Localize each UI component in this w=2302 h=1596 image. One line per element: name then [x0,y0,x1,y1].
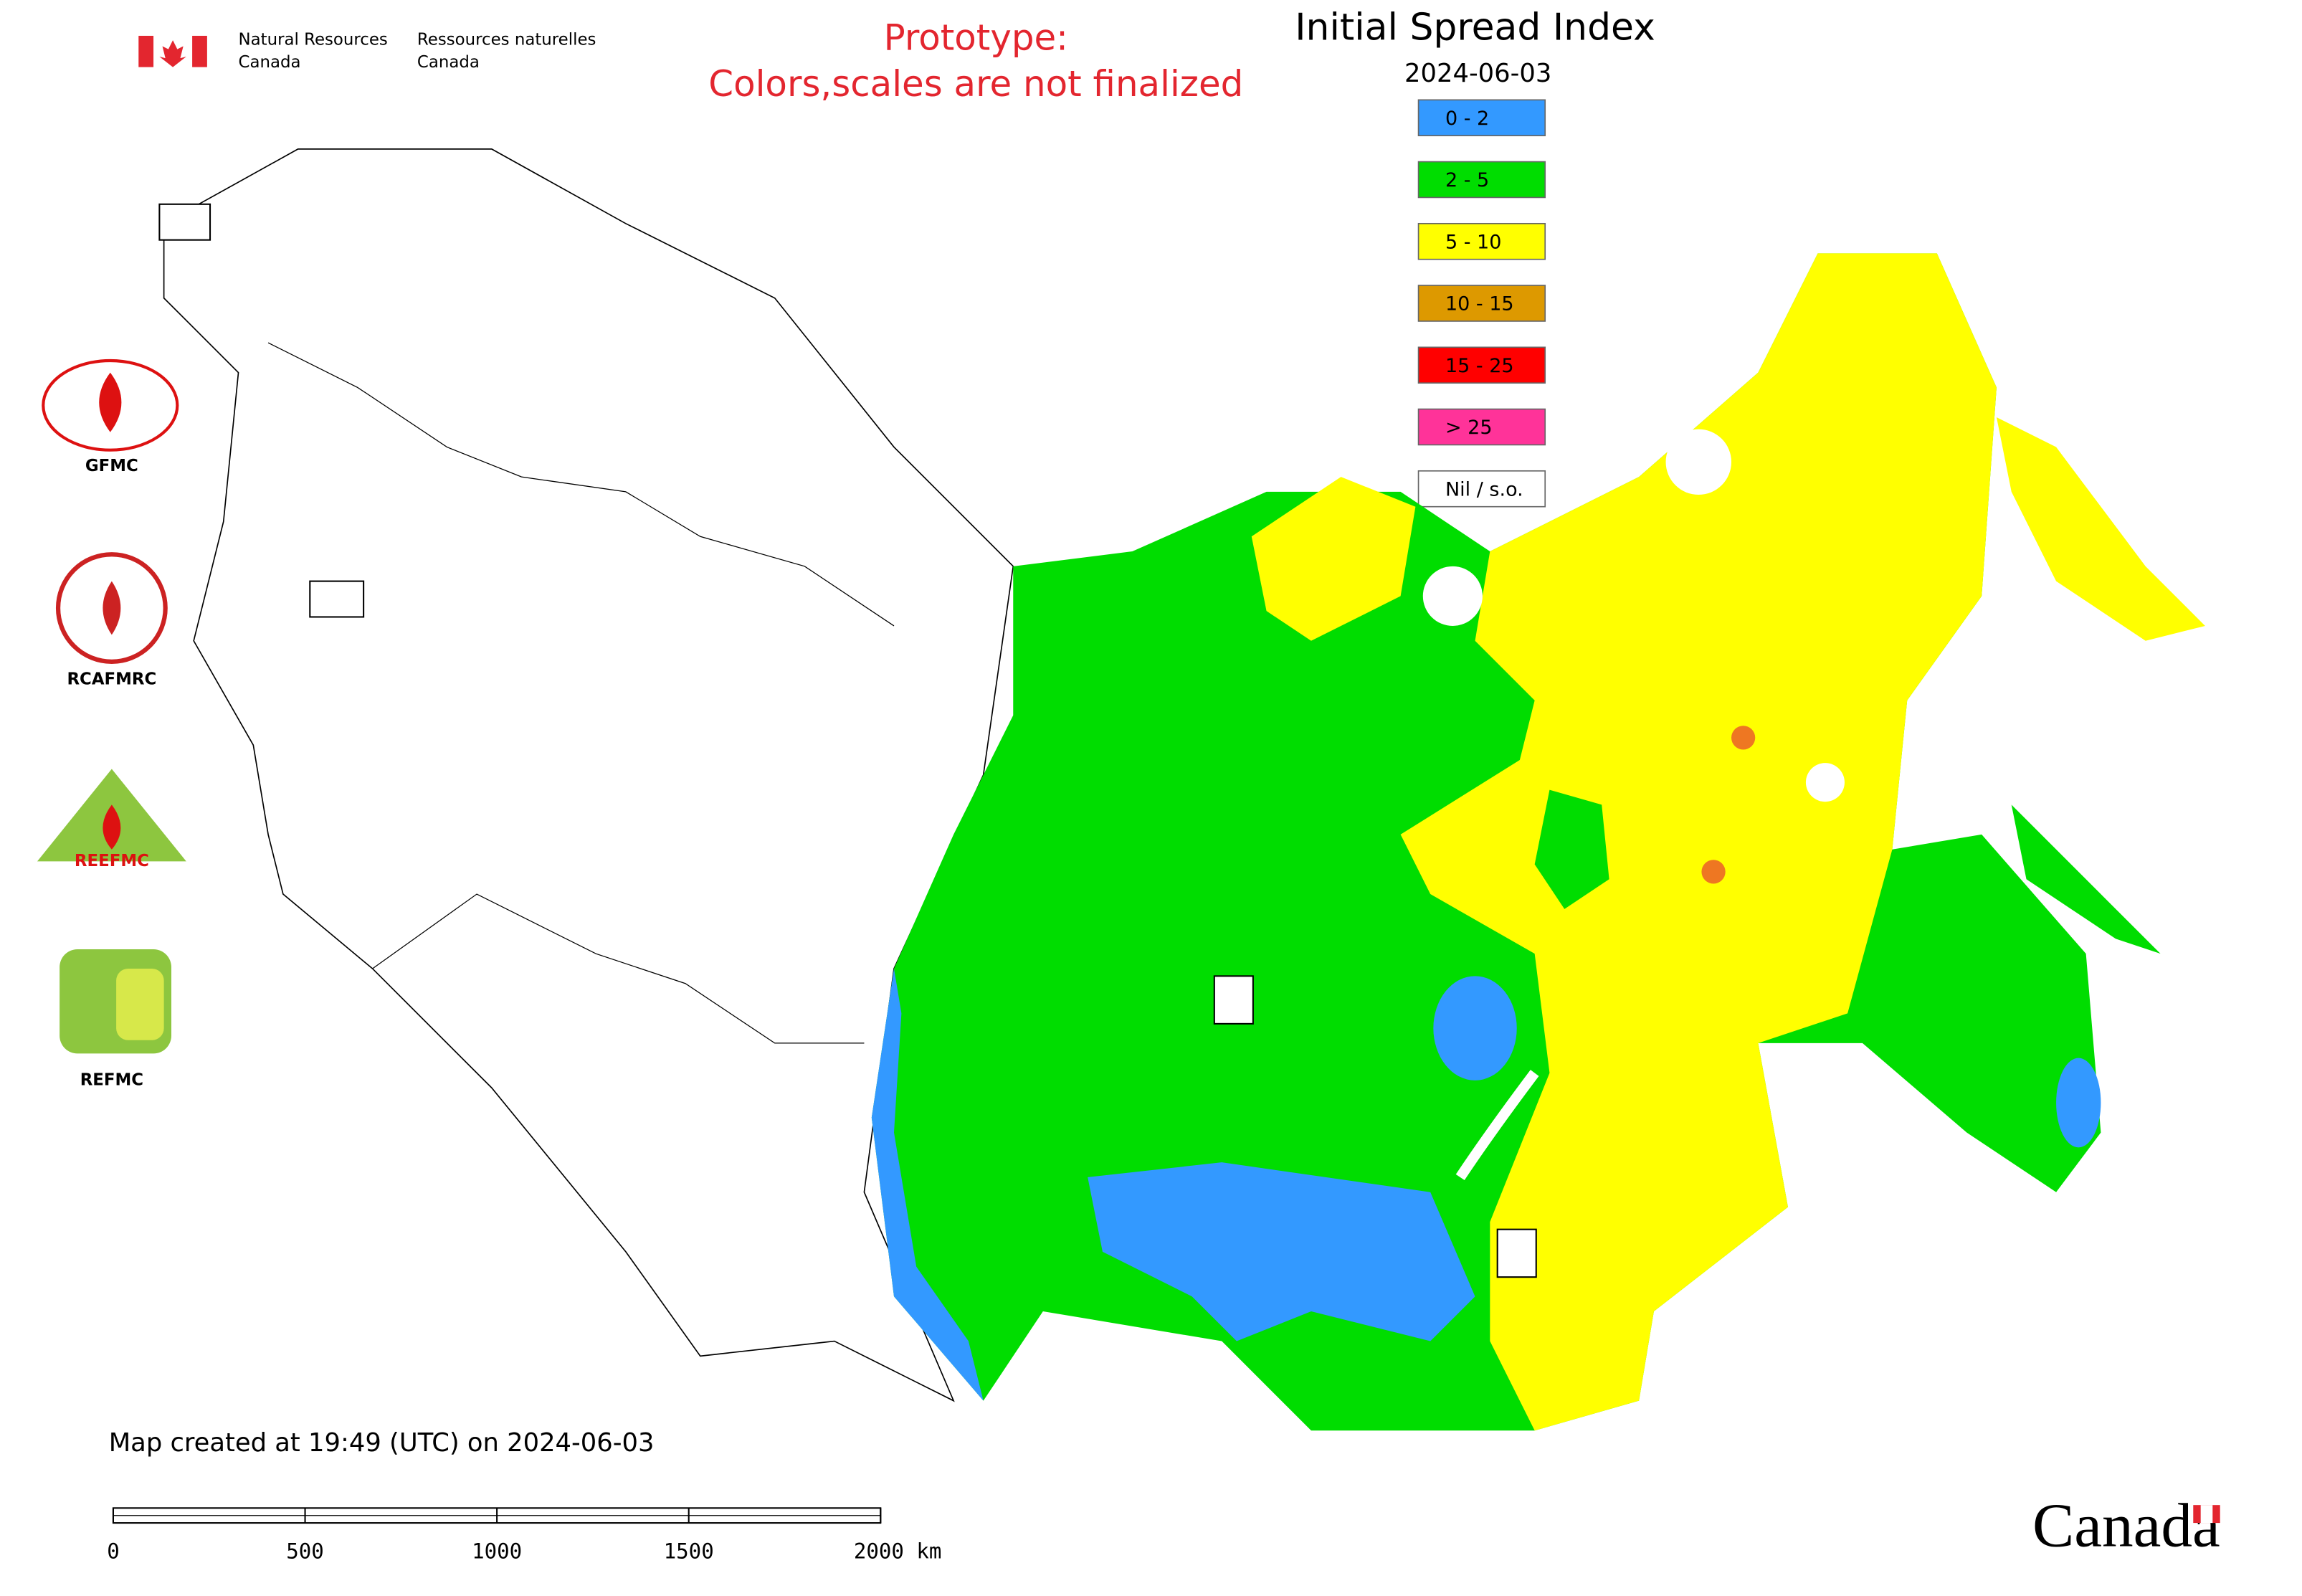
isi-zone [2011,804,2161,954]
no-data [1665,429,1732,495]
org-en: Canada [239,53,301,72]
created-note: Map created at 19:49 (UTC) on 2024-06-03 [109,1428,655,1458]
isi-zone [1088,1162,1475,1341]
isi-zone [1731,726,1756,750]
isi-zone [1251,477,1416,641]
map-title: Initial Spread Index [1295,6,1655,49]
scale-label: 0 [107,1539,120,1564]
notice: Colors,scales are not finalized [708,63,1243,105]
centre-marker [309,580,365,618]
legend-label: 5 - 10 [1445,231,1501,253]
scale-bar: 0 500 1000 1500 2000 km [107,1507,942,1564]
isi-zone [1996,417,2205,641]
legend-label: Nil / s.o. [1445,478,1523,500]
legend: 0 - 2 2 - 5 5 - 10 10 - 15 15 - 25 > 25 Nil / … [1417,99,1546,508]
legend-label: 0 - 2 [1445,108,1489,130]
isi-zone [1534,789,1609,909]
legend-label: 10 - 15 [1445,293,1514,315]
map-date: 2024-06-03 [1404,59,1551,88]
legend-label: 15 - 25 [1445,355,1514,377]
lake-baikal [1455,1070,1539,1180]
border [267,342,895,627]
org-en: Natural Resources [239,31,388,49]
org-fr: Canada [417,53,480,72]
scale-label: 1500 [664,1539,714,1564]
centre-marker [158,203,211,241]
logo-label: REEFMC [75,852,149,870]
legend-swatch [1417,222,1546,260]
centre-marker [1213,975,1254,1025]
land-outline [163,148,1014,1402]
centre-marker [1496,1228,1537,1278]
legend-swatch [1417,470,1546,508]
logo-label: RCAFMRC [67,670,156,688]
isi-zone [871,968,984,1401]
canada-wordmark: Canada [2032,1491,2220,1560]
logos: GFMC RCAFMRC REEFMC REFMC [37,358,186,1089]
org-fr: Ressources naturelles [417,31,596,49]
border [372,893,865,1044]
isi-zone [1433,976,1517,1080]
legend-label: 2 - 5 [1445,169,1489,191]
legend-swatch [1417,285,1546,322]
notice: Prototype: [884,17,1068,59]
map [158,148,2205,1431]
legend-swatch [1417,99,1546,137]
no-data [1422,566,1483,626]
logo-label: GFMC [85,457,138,475]
scale-label: 500 [286,1539,324,1564]
isi-zone [1400,253,1997,1431]
isi-zone [1701,860,1726,884]
legend-swatch [1417,161,1546,199]
gov-signature: Natural Resources Canada Ressources natu… [138,31,596,72]
scale-label: 1000 [472,1539,522,1564]
no-data [1805,763,1845,802]
legend-label: > 25 [1445,417,1493,439]
legend-swatch [1417,346,1546,384]
logo-label: REFMC [80,1070,143,1089]
isi-zone [2056,1058,2101,1148]
legend-swatch [1417,408,1546,446]
scale-label: 2000 km [854,1539,942,1564]
